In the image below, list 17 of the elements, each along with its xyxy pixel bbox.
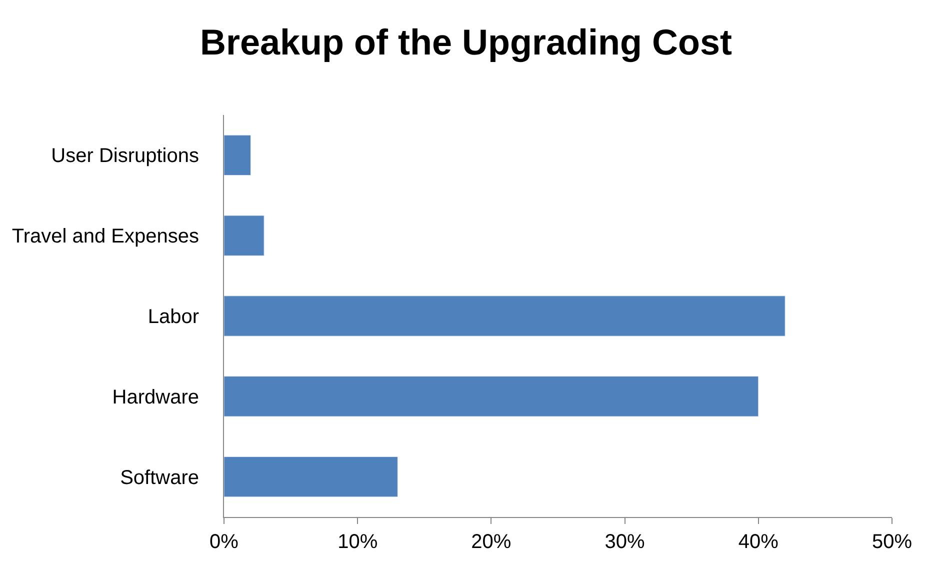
x-tick-label: 10%	[338, 531, 378, 553]
y-tick-label: Hardware	[112, 386, 199, 408]
x-tick-label: 50%	[872, 531, 912, 553]
x-tick-label: 30%	[604, 531, 646, 553]
y-tick-label: User Disruptions	[51, 145, 199, 168]
bar	[224, 456, 398, 498]
x-tick-label: 0%	[210, 531, 239, 553]
x-tick-label: 40%	[738, 531, 779, 553]
bar	[224, 376, 759, 417]
y-tick-label: Software	[120, 466, 199, 489]
x-tick-label: 20%	[471, 531, 512, 553]
bar	[224, 296, 786, 336]
bar	[224, 215, 264, 256]
y-tick-label: Travel and Expenses	[12, 226, 199, 248]
y-tick-label: Labor	[148, 306, 200, 328]
chart-title: Breakup of the Upgrading Cost	[200, 22, 732, 63]
bar	[224, 134, 251, 176]
